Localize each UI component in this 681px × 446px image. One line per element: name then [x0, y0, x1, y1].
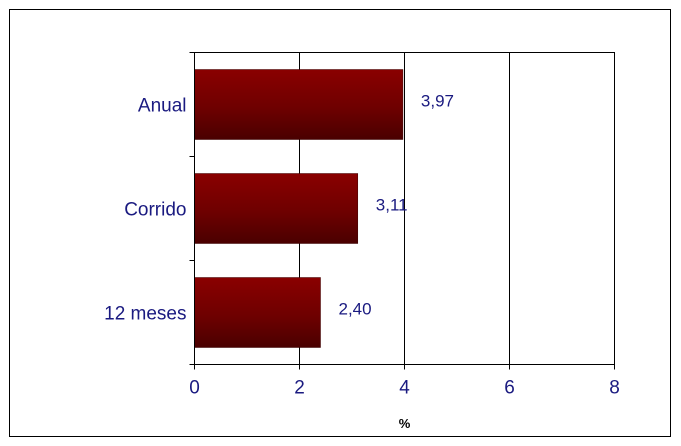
x-axis-title: %	[399, 416, 411, 431]
category-label: Corrido	[124, 200, 186, 221]
x-tick-label: 4	[399, 378, 410, 399]
bar	[194, 173, 359, 244]
x-tick-label: 8	[609, 378, 620, 399]
data-labels: 3,97 3,11 2,40	[339, 92, 455, 319]
x-tick-label: 2	[294, 378, 305, 399]
category-label: Anual	[138, 96, 187, 117]
y-axis: Anual Corrido 12 meses	[104, 52, 195, 365]
bar	[194, 69, 404, 140]
value-label: 2,40	[339, 300, 372, 319]
x-tick-label: 6	[504, 378, 515, 399]
bars	[194, 69, 404, 348]
x-axis: 0 2 4 6 8	[189, 364, 620, 399]
bar	[194, 277, 321, 348]
category-label: 12 meses	[104, 304, 186, 325]
value-label: 3,97	[421, 92, 454, 111]
x-tick-label: 0	[189, 378, 200, 399]
value-label: 3,11	[376, 196, 408, 215]
